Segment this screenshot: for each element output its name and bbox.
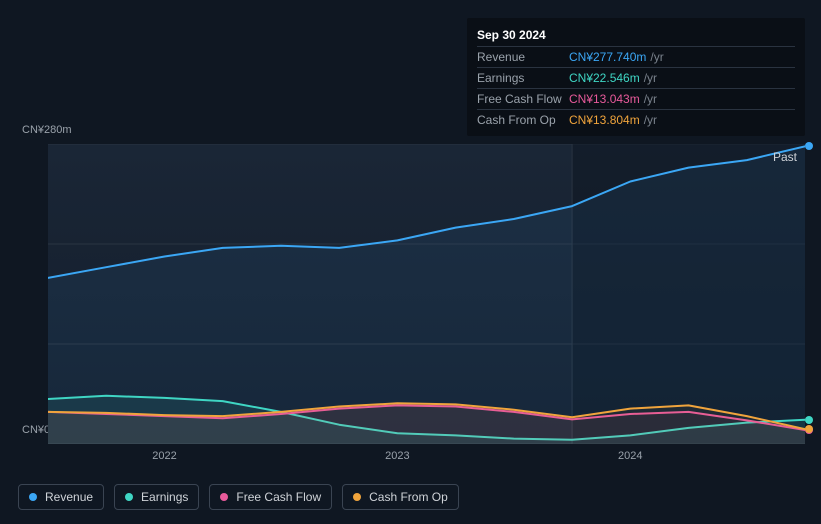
plot-svg [48,144,805,444]
y-axis-min-label: CN¥0 [22,424,50,436]
chart-root: Sep 30 2024 RevenueCN¥277.740m/yrEarning… [0,0,821,524]
series-end-dot [805,416,813,424]
legend-swatch [125,493,133,501]
tooltip-row-unit: /yr [650,50,663,64]
legend: Revenue Earnings Free Cash Flow Cash From O… [18,484,459,510]
legend-item[interactable]: Free Cash Flow [209,484,332,510]
chart-area: CN¥280m CN¥0 Past 2022 2023 2024 [16,124,805,482]
legend-item[interactable]: Cash From Op [342,484,459,510]
legend-item[interactable]: Revenue [18,484,104,510]
tooltip-row: Free Cash FlowCN¥13.043m/yr [477,88,795,109]
legend-label: Earnings [141,490,188,504]
x-axis-labels: 2022 2023 2024 [48,450,805,466]
series-end-dot [805,142,813,150]
tooltip-date: Sep 30 2024 [477,24,795,46]
tooltip-row-label: Earnings [477,71,569,85]
x-axis-tick-label: 2023 [385,450,409,462]
legend-swatch [29,493,37,501]
tooltip-row-unit: /yr [644,92,657,106]
legend-item[interactable]: Earnings [114,484,199,510]
tooltip-row: RevenueCN¥277.740m/yr [477,46,795,67]
series-end-dot [805,425,813,433]
x-axis-tick-label: 2024 [618,450,642,462]
legend-label: Cash From Op [369,490,448,504]
tooltip-row-label: Free Cash Flow [477,92,569,106]
x-axis-tick-label: 2022 [152,450,176,462]
past-label: Past [773,150,797,164]
legend-label: Revenue [45,490,93,504]
plot-region[interactable]: Past [48,144,805,444]
tooltip-row-value: CN¥277.740m [569,50,646,64]
chart-tooltip: Sep 30 2024 RevenueCN¥277.740m/yrEarning… [467,18,805,136]
legend-label: Free Cash Flow [236,490,321,504]
legend-swatch [220,493,228,501]
tooltip-row-value: CN¥22.546m [569,71,640,85]
legend-swatch [353,493,361,501]
tooltip-row-value: CN¥13.043m [569,92,640,106]
y-axis-max-label: CN¥280m [22,124,72,136]
tooltip-row-label: Revenue [477,50,569,64]
tooltip-row: EarningsCN¥22.546m/yr [477,67,795,88]
tooltip-row-unit: /yr [644,71,657,85]
